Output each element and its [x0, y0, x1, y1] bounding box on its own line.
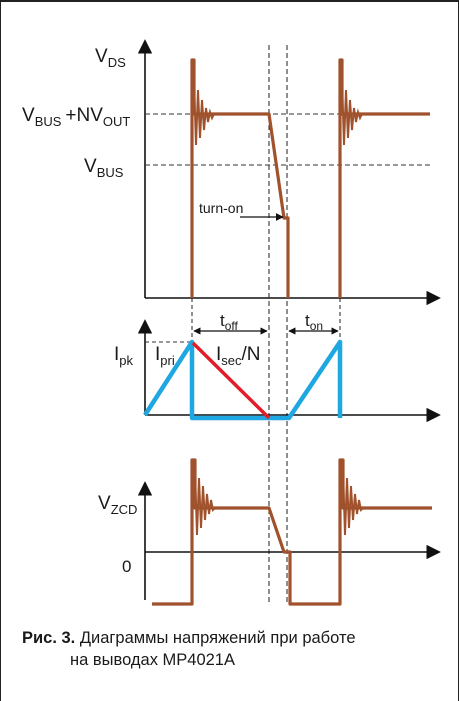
figure-caption: Рис. 3. Диаграммы напряжений при работе … [22, 627, 442, 671]
vzcd-ringing-2 [342, 469, 364, 536]
caption-number: Рис. 3. [22, 629, 76, 647]
vds-waveform-2 [338, 58, 430, 298]
vds-label: VDS [95, 46, 126, 70]
vzcd-ringing-1 [194, 469, 216, 536]
toff-label: toff [220, 311, 239, 333]
secondary-current-waveform [191, 341, 271, 420]
ipri-label: Ipri [155, 344, 175, 368]
vbus-label: VBUS [84, 156, 124, 180]
vbus-nvout-label: VBUS +NVOUT [22, 105, 130, 129]
vds-waveform [190, 58, 290, 298]
caption-line-2: на выводах MP4021A [70, 651, 235, 669]
vds-ringing-2 [341, 79, 363, 146]
vzcd-waveform [152, 458, 432, 606]
zero-label: 0 [122, 557, 131, 576]
ipk-label: Ipk [114, 344, 134, 368]
turn-on-label: turn-on [199, 200, 243, 216]
primary-current-waveform [143, 339, 343, 421]
caption-line-1: Диаграммы напряжений при работе [75, 629, 356, 647]
isec-label: Isec/N [216, 344, 261, 368]
ton-label: ton [305, 311, 323, 333]
vds-ringing-1 [193, 79, 215, 146]
vzcd-label: VZCD [98, 493, 137, 517]
